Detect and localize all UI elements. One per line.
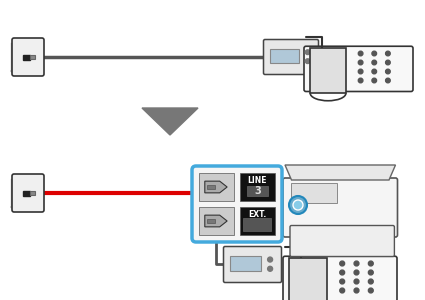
Circle shape (305, 59, 310, 64)
Circle shape (372, 78, 377, 83)
Text: 3: 3 (254, 186, 261, 196)
Circle shape (368, 261, 373, 266)
Circle shape (268, 257, 272, 262)
Text: EXT.: EXT. (248, 210, 266, 219)
Bar (240, 173, 275, 201)
Circle shape (372, 69, 377, 74)
Circle shape (305, 50, 310, 55)
Bar (292, 183, 337, 203)
Polygon shape (283, 184, 343, 213)
FancyBboxPatch shape (283, 256, 397, 300)
Text: LINE: LINE (248, 176, 267, 185)
Bar (263, 221, 266, 224)
Circle shape (340, 270, 345, 275)
Circle shape (368, 270, 373, 275)
Polygon shape (205, 215, 227, 227)
Bar (29, 191, 34, 195)
Bar (248, 221, 251, 224)
Bar (263, 226, 266, 229)
Bar (207, 219, 215, 223)
Circle shape (268, 266, 272, 271)
Bar (240, 207, 275, 235)
Circle shape (372, 51, 377, 56)
Bar (244, 218, 272, 231)
Bar (199, 173, 234, 201)
Bar (255, 226, 259, 229)
Circle shape (385, 51, 390, 56)
Circle shape (385, 60, 390, 65)
Bar (247, 186, 268, 196)
Circle shape (368, 288, 373, 293)
Circle shape (385, 78, 390, 83)
Circle shape (289, 196, 307, 214)
Bar (270, 49, 299, 63)
Bar (248, 226, 251, 229)
Circle shape (340, 279, 345, 284)
Bar (199, 207, 234, 235)
Polygon shape (205, 181, 227, 193)
FancyBboxPatch shape (12, 174, 44, 212)
Bar (23, 55, 29, 59)
FancyBboxPatch shape (12, 38, 44, 76)
Circle shape (358, 51, 363, 56)
FancyBboxPatch shape (224, 247, 281, 283)
Circle shape (358, 78, 363, 83)
Bar (23, 190, 29, 196)
Bar (29, 55, 34, 59)
Circle shape (358, 60, 363, 65)
Circle shape (293, 200, 303, 210)
Polygon shape (285, 165, 396, 180)
FancyBboxPatch shape (192, 166, 282, 242)
Polygon shape (310, 48, 346, 93)
Circle shape (354, 270, 359, 275)
Circle shape (358, 69, 363, 74)
Circle shape (372, 60, 377, 65)
FancyBboxPatch shape (290, 226, 394, 256)
Bar (255, 221, 259, 224)
Circle shape (340, 261, 345, 266)
FancyBboxPatch shape (283, 178, 397, 237)
Circle shape (354, 279, 359, 284)
Circle shape (340, 288, 345, 293)
Circle shape (385, 69, 390, 74)
Circle shape (354, 261, 359, 266)
Polygon shape (289, 258, 327, 300)
FancyBboxPatch shape (304, 46, 413, 92)
Circle shape (368, 279, 373, 284)
Polygon shape (142, 108, 198, 135)
Bar (230, 256, 261, 271)
Circle shape (354, 288, 359, 293)
Bar (207, 185, 215, 189)
FancyBboxPatch shape (264, 40, 318, 74)
